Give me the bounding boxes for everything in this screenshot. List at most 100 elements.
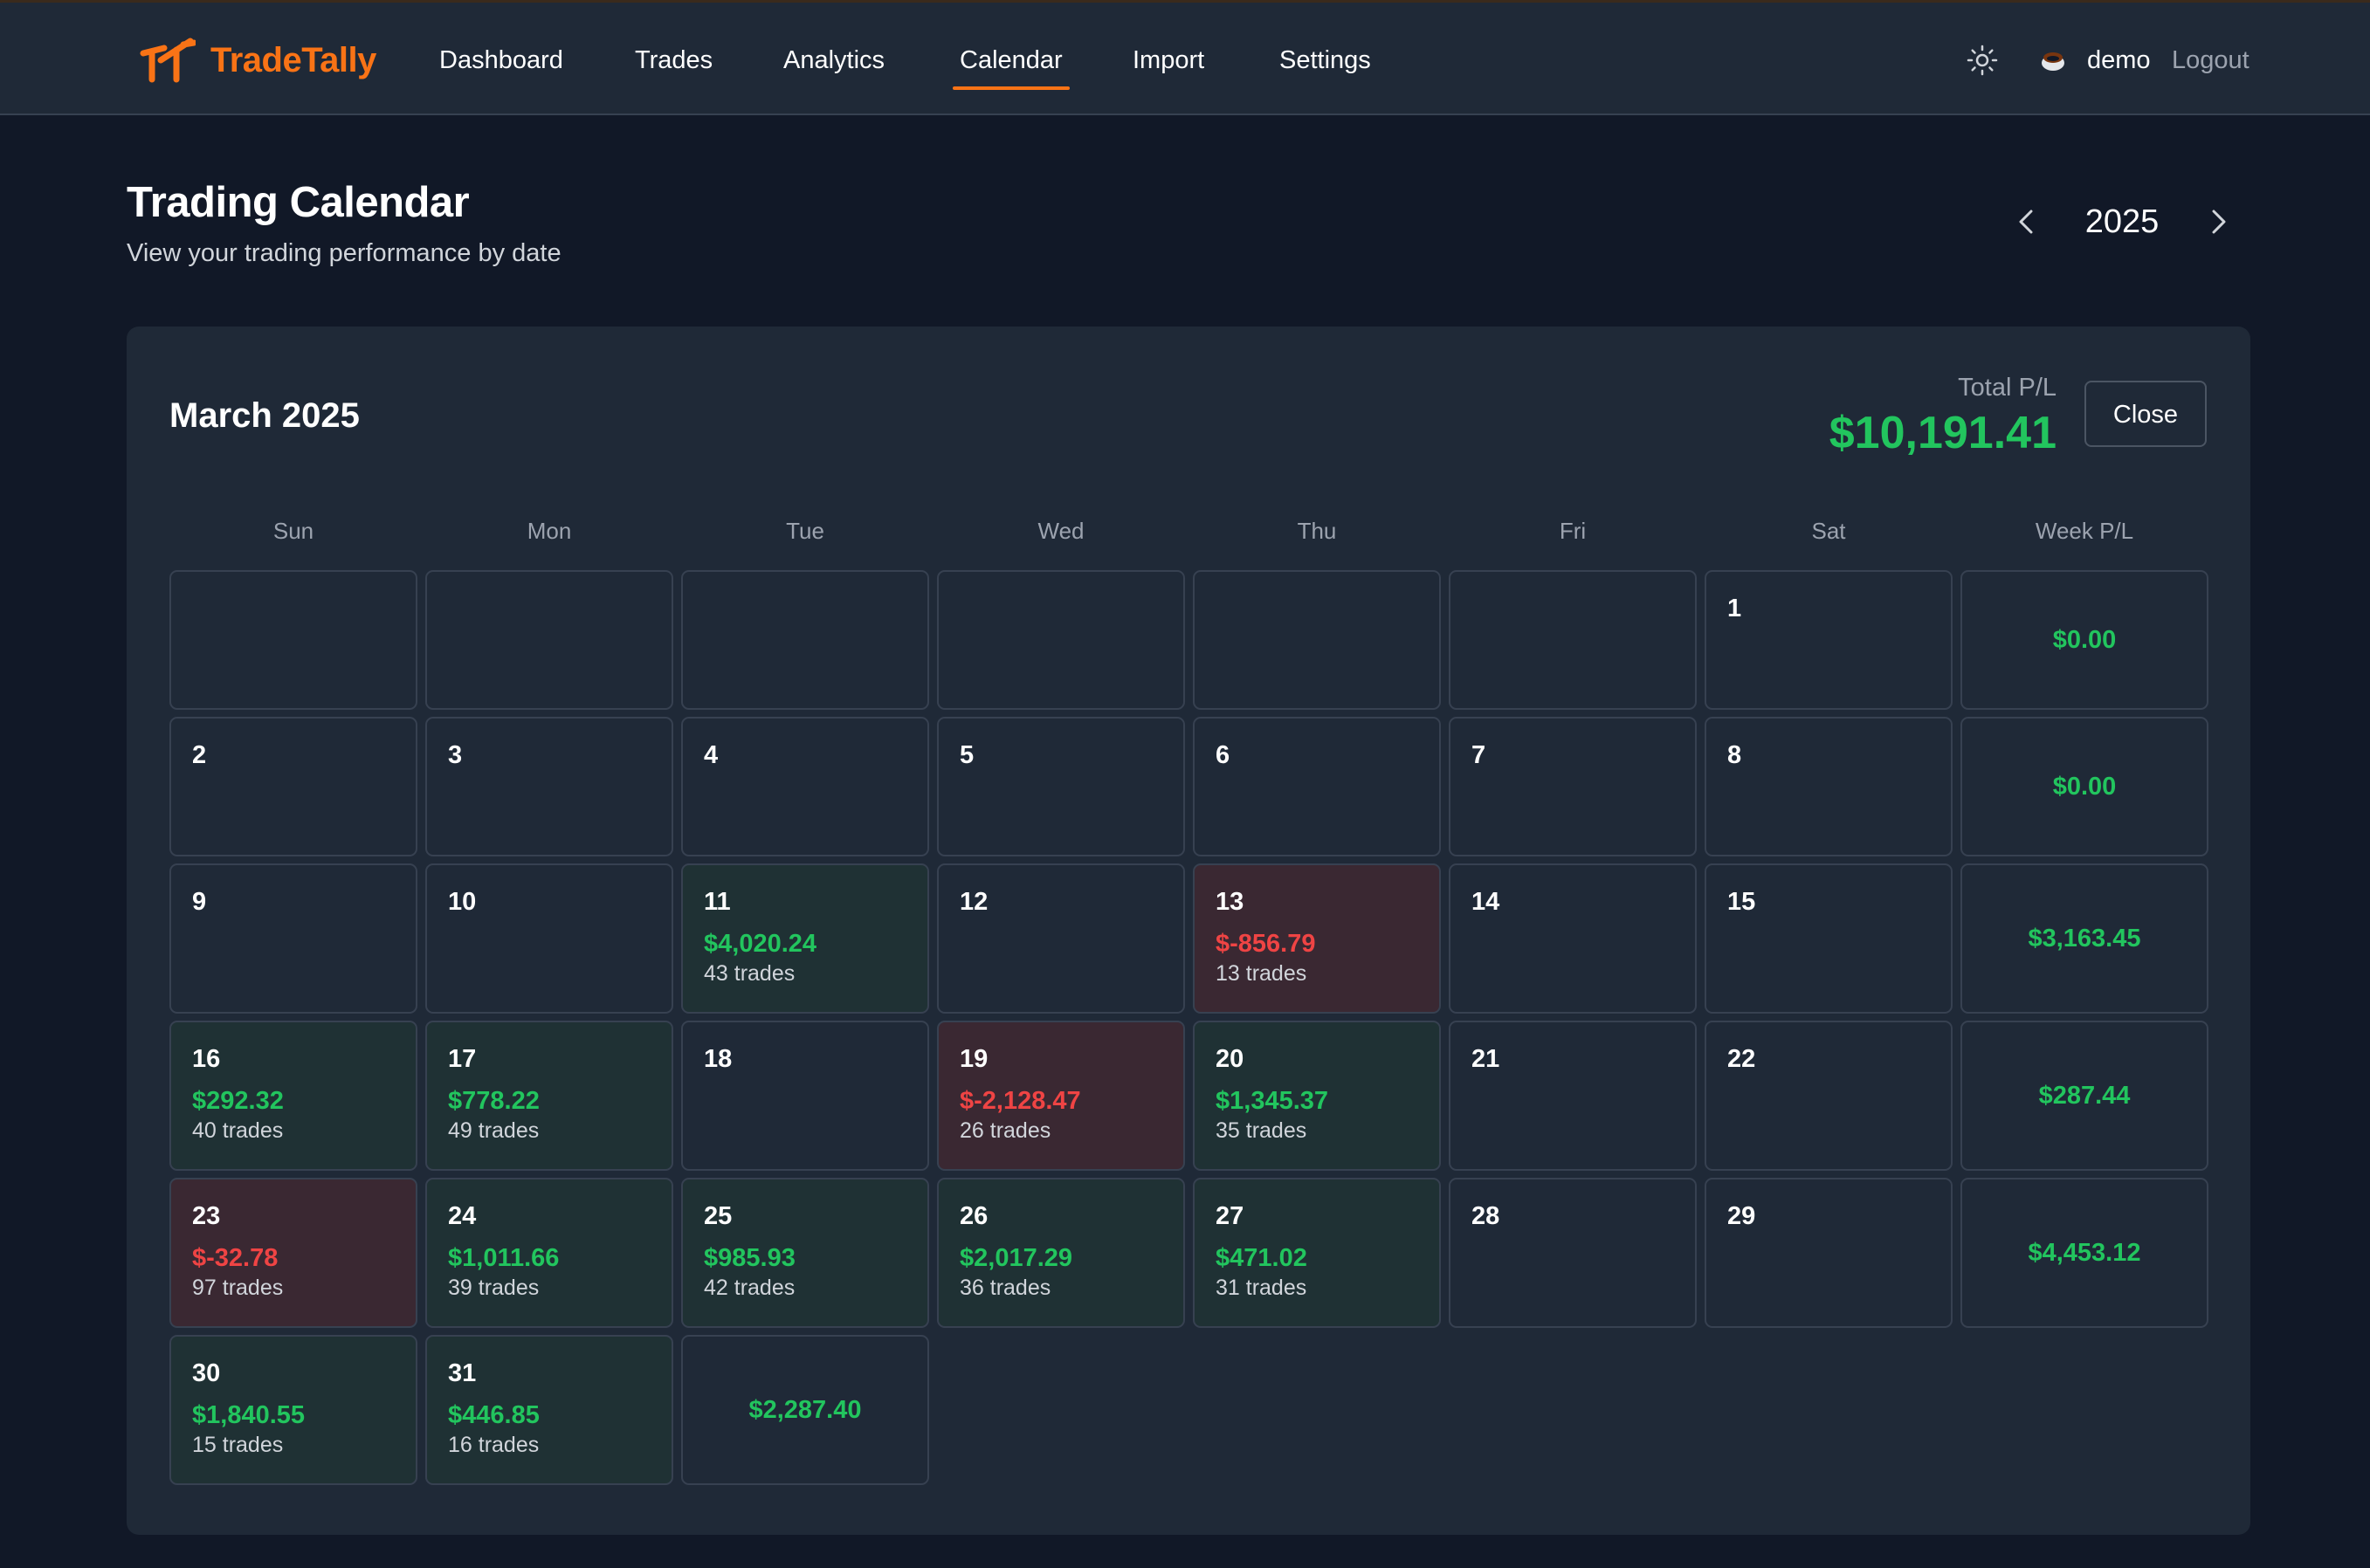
day-number: 3 <box>448 741 463 769</box>
day-trade-count: 13 trades <box>1216 961 1307 986</box>
day-cell-29[interactable]: 29 <box>1705 1178 1953 1328</box>
day-cell-6[interactable]: 6 <box>1193 717 1441 856</box>
day-trade-count: 42 trades <box>704 1276 796 1300</box>
empty-day-cell <box>1193 570 1441 710</box>
nav-calendar[interactable]: Calendar <box>953 43 1070 90</box>
day-cell-8[interactable]: 8 <box>1705 717 1953 856</box>
day-pnl: $471.02 <box>1216 1244 1307 1272</box>
day-number: 19 <box>960 1045 989 1073</box>
top-accent-line <box>0 0 2370 3</box>
day-number: 1 <box>1727 595 1742 622</box>
logo-icon[interactable] <box>140 36 196 85</box>
nav-analytics[interactable]: Analytics <box>783 46 885 74</box>
day-number: 29 <box>1727 1202 1756 1230</box>
day-number: 22 <box>1727 1045 1756 1073</box>
day-trade-count: 49 trades <box>448 1118 540 1143</box>
day-number: 15 <box>1727 888 1756 916</box>
day-cell-17[interactable]: 17 $778.22 49 trades <box>425 1021 673 1171</box>
day-trade-count: 39 trades <box>448 1276 540 1300</box>
week-pl-value: $0.00 <box>2052 773 2117 801</box>
day-number: 16 <box>192 1045 221 1073</box>
week-pl-value: $287.44 <box>2038 1082 2131 1110</box>
close-button[interactable]: Close <box>2084 381 2207 447</box>
day-cell-15[interactable]: 15 <box>1705 863 1953 1014</box>
nav-trades[interactable]: Trades <box>635 46 713 74</box>
day-cell-27[interactable]: 27 $471.02 31 trades <box>1193 1178 1441 1328</box>
day-cell-18[interactable]: 18 <box>681 1021 929 1171</box>
day-cell-26[interactable]: 26 $2,017.29 36 trades <box>937 1178 1185 1328</box>
day-cell-24[interactable]: 24 $1,011.66 39 trades <box>425 1178 673 1328</box>
week-pl-cell: $0.00 <box>1960 570 2208 710</box>
day-pnl: $1,840.55 <box>192 1401 306 1429</box>
nav-dashboard[interactable]: Dashboard <box>439 46 563 74</box>
day-cell-1[interactable]: 1 <box>1705 570 1953 710</box>
week-pl-value: $3,163.45 <box>2028 925 2141 952</box>
week-pl-cell: $2,287.40 <box>681 1335 929 1485</box>
empty-day-cell <box>681 570 929 710</box>
week-pl-cell: $0.00 <box>1960 717 2208 856</box>
day-cell-22[interactable]: 22 <box>1705 1021 1953 1171</box>
day-number: 24 <box>448 1202 477 1230</box>
page-subtitle: View your trading performance by date <box>127 239 561 267</box>
day-cell-20[interactable]: 20 $1,345.37 35 trades <box>1193 1021 1441 1171</box>
year-label: 2025 <box>2084 203 2160 240</box>
day-cell-28[interactable]: 28 <box>1449 1178 1697 1328</box>
day-cell-16[interactable]: 16 $292.32 40 trades <box>169 1021 417 1171</box>
week-pl-cell: $287.44 <box>1960 1021 2208 1171</box>
nav-import[interactable]: Import <box>1133 46 1205 74</box>
day-cell-3[interactable]: 3 <box>425 717 673 856</box>
day-number: 17 <box>448 1045 477 1073</box>
day-cell-4[interactable]: 4 <box>681 717 929 856</box>
day-cell-23[interactable]: 23 $-32.78 97 trades <box>169 1178 417 1328</box>
user-name: demo <box>2087 46 2151 74</box>
brand-name[interactable]: TradeTally <box>210 41 376 79</box>
day-cell-12[interactable]: 12 <box>937 863 1185 1014</box>
day-cell-25[interactable]: 25 $985.93 42 trades <box>681 1178 929 1328</box>
day-trade-count: 36 trades <box>960 1276 1051 1300</box>
day-cell-30[interactable]: 30 $1,840.55 15 trades <box>169 1335 417 1485</box>
day-cell-14[interactable]: 14 <box>1449 863 1697 1014</box>
day-number: 31 <box>448 1359 477 1387</box>
chevron-left-icon[interactable] <box>2010 201 2042 243</box>
day-pnl: $4,020.24 <box>704 930 817 958</box>
day-number: 2 <box>192 741 207 769</box>
day-cell-7[interactable]: 7 <box>1449 717 1697 856</box>
day-pnl: $985.93 <box>704 1244 796 1272</box>
day-number: 27 <box>1216 1202 1244 1230</box>
day-number: 4 <box>704 741 719 769</box>
chevron-right-icon[interactable] <box>2203 201 2235 243</box>
day-cell-11[interactable]: 11 $4,020.24 43 trades <box>681 863 929 1014</box>
day-cell-10[interactable]: 10 <box>425 863 673 1014</box>
day-number: 20 <box>1216 1045 1244 1073</box>
empty-day-cell <box>937 570 1185 710</box>
day-number: 7 <box>1471 741 1486 769</box>
weekday-header-mon: Mon <box>527 518 572 544</box>
day-cell-21[interactable]: 21 <box>1449 1021 1697 1171</box>
day-cell-31[interactable]: 31 $446.85 16 trades <box>425 1335 673 1485</box>
day-pnl: $778.22 <box>448 1087 540 1115</box>
weekday-header-fri: Fri <box>1559 518 1587 544</box>
weekday-header-sun: Sun <box>272 518 314 544</box>
weekday-header-wed: Wed <box>1037 518 1085 544</box>
day-trade-count: 15 trades <box>192 1433 284 1457</box>
day-pnl: $-2,128.47 <box>960 1087 1081 1115</box>
day-number: 18 <box>704 1045 733 1073</box>
sun-icon[interactable] <box>1967 45 1998 76</box>
day-cell-5[interactable]: 5 <box>937 717 1185 856</box>
week-pl-value: $0.00 <box>2052 626 2117 654</box>
logout-link[interactable]: Logout <box>2172 46 2249 74</box>
day-number: 5 <box>960 741 975 769</box>
day-number: 28 <box>1471 1202 1500 1230</box>
day-number: 14 <box>1471 888 1500 916</box>
month-title: March 2025 <box>169 396 360 435</box>
total-pl-value: $10,191.41 <box>1829 408 2057 458</box>
day-cell-2[interactable]: 2 <box>169 717 417 856</box>
day-trade-count: 35 trades <box>1216 1118 1307 1143</box>
day-number: 25 <box>704 1202 733 1230</box>
day-cell-13[interactable]: 13 $-856.79 13 trades <box>1193 863 1441 1014</box>
day-trade-count: 97 trades <box>192 1276 284 1300</box>
empty-day-cell <box>425 570 673 710</box>
nav-settings[interactable]: Settings <box>1279 46 1371 74</box>
day-cell-9[interactable]: 9 <box>169 863 417 1014</box>
day-cell-19[interactable]: 19 $-2,128.47 26 trades <box>937 1021 1185 1171</box>
